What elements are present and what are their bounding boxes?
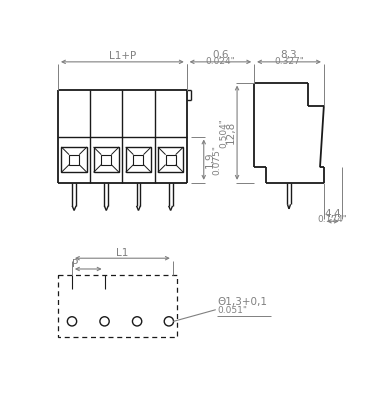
Bar: [133, 155, 144, 165]
Text: 8,3: 8,3: [281, 50, 297, 60]
Bar: [58, 275, 177, 337]
Bar: [94, 147, 119, 172]
Text: L1: L1: [116, 248, 129, 258]
Text: L1+P: L1+P: [109, 52, 136, 62]
Bar: [166, 155, 176, 165]
Text: 0.051": 0.051": [217, 306, 247, 315]
Text: Θ1,3+0,1: Θ1,3+0,1: [217, 297, 267, 307]
Bar: [158, 147, 183, 172]
Bar: [101, 155, 111, 165]
Text: 0,6: 0,6: [212, 50, 229, 60]
Bar: [126, 147, 151, 172]
Text: 0.024": 0.024": [206, 56, 235, 66]
Text: 4,4: 4,4: [324, 208, 341, 218]
Text: 0.075": 0.075": [213, 145, 222, 175]
Bar: [61, 147, 87, 172]
Bar: [69, 155, 79, 165]
Text: 1,9: 1,9: [205, 151, 215, 168]
Text: P: P: [72, 258, 78, 269]
Text: 0.327": 0.327": [274, 56, 304, 66]
Text: 12,8: 12,8: [226, 121, 236, 144]
Text: 0.174": 0.174": [318, 215, 348, 224]
Text: 0.504": 0.504": [220, 118, 229, 148]
